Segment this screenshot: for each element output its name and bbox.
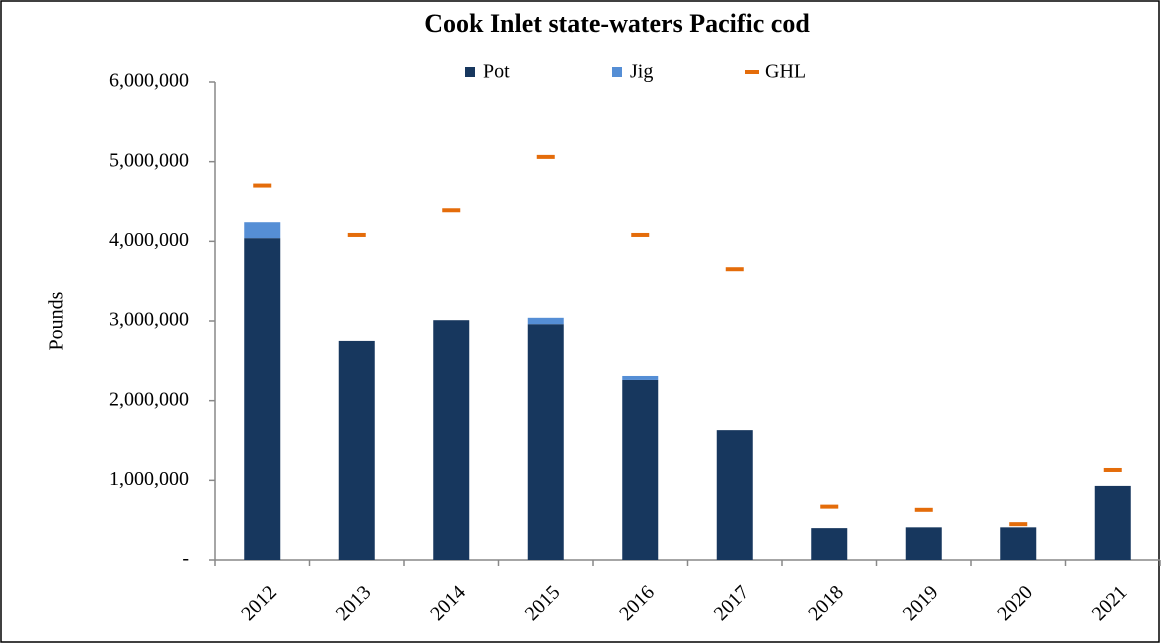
ghl-marker [1103,467,1122,472]
bar [527,324,564,560]
ghl-marker [631,232,650,237]
y-tick-label: 4,000,000 [109,229,189,251]
ghl-marker [536,154,555,159]
bar [244,222,281,239]
bar [811,528,848,560]
y-tick-label: 2,000,000 [109,388,189,410]
bar [1000,527,1037,560]
bar [1094,485,1131,560]
ghl-marker [725,267,744,272]
y-tick-label: 3,000,000 [109,309,189,331]
y-axis-label: Pounds [46,291,68,350]
bar [622,379,659,560]
ghl-marker [442,208,461,213]
bar [433,320,470,560]
legend-swatch [465,67,475,77]
bar [905,527,942,560]
bar [244,238,281,560]
bar [338,340,375,560]
legend-swatch [612,67,622,77]
ghl-marker [347,232,366,237]
y-tick-label: - [182,548,189,570]
y-tick-label: 5,000,000 [109,149,189,171]
chart-title: Cook Inlet state-waters Pacific cod [424,9,810,38]
legend-label: GHL [765,61,806,83]
legend-label: Pot [483,61,510,83]
ghl-marker [914,507,933,512]
legend-swatch [745,70,759,74]
legend-label: Jig [630,61,653,83]
ghl-marker [253,183,272,188]
bar [527,317,564,325]
bar [622,375,659,380]
y-tick-label: 6,000,000 [109,70,189,92]
y-tick-label: 1,000,000 [109,468,189,490]
ghl-marker [820,504,839,509]
ghl-marker [1009,522,1028,527]
bar [716,430,753,560]
